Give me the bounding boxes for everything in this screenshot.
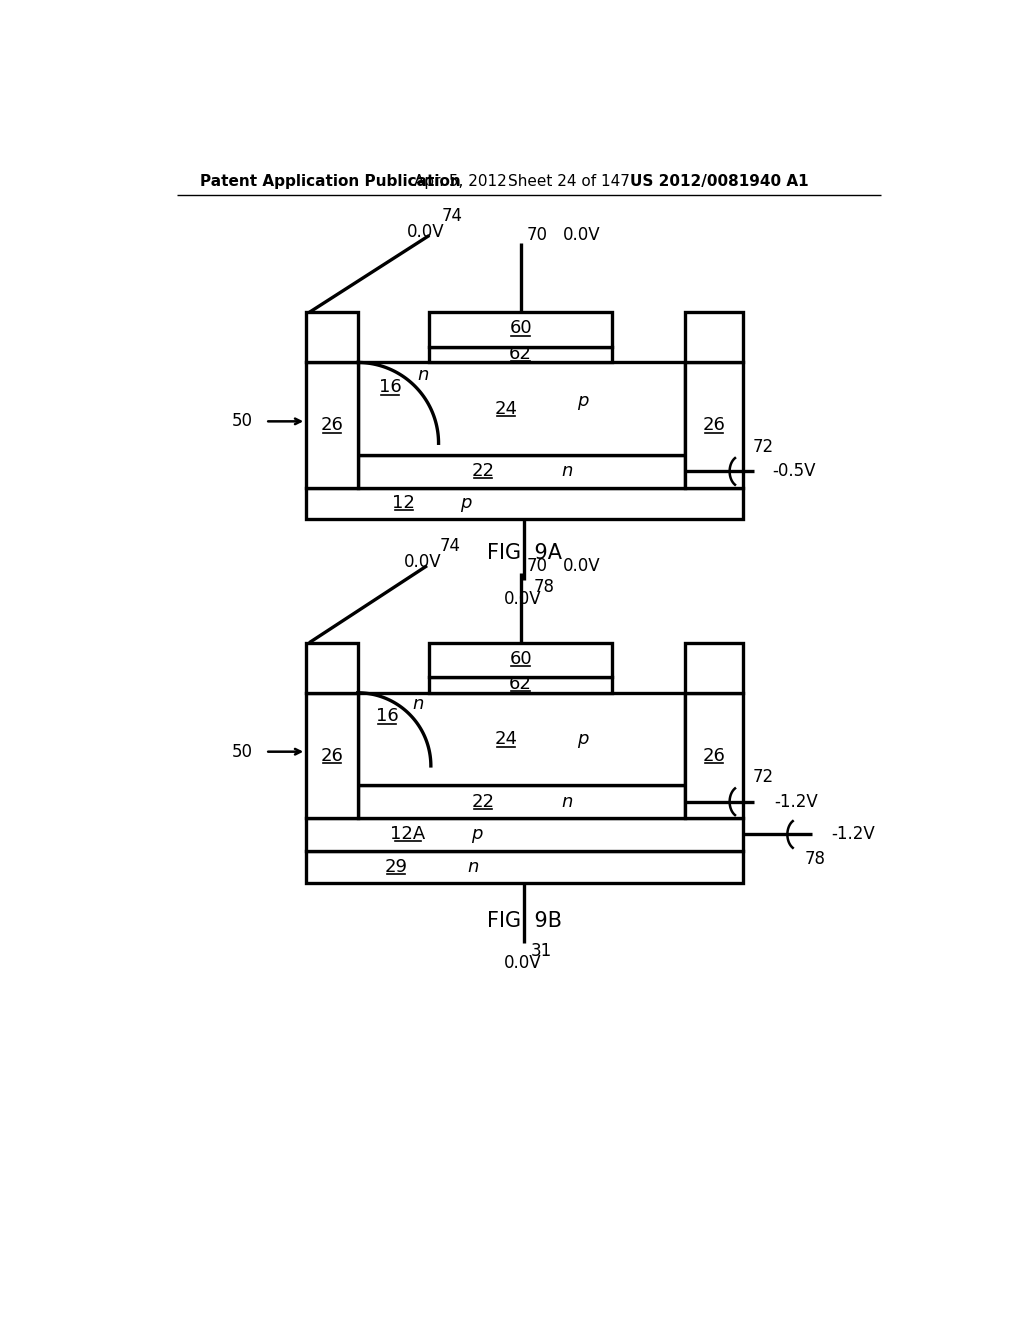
Text: US 2012/0081940 A1: US 2012/0081940 A1 — [630, 174, 808, 189]
Text: 72: 72 — [753, 438, 774, 455]
Text: p: p — [578, 730, 589, 748]
Text: 62: 62 — [509, 345, 532, 363]
Text: 16: 16 — [376, 708, 398, 725]
Text: 0.0V: 0.0V — [563, 557, 601, 574]
Text: -1.2V: -1.2V — [831, 825, 876, 843]
Text: n: n — [562, 793, 573, 810]
Text: FIG. 9B: FIG. 9B — [487, 911, 562, 931]
Text: -1.2V: -1.2V — [774, 793, 818, 810]
Bar — [357, 455, 685, 488]
Text: Apr. 5, 2012: Apr. 5, 2012 — [414, 174, 507, 189]
Text: 72: 72 — [753, 768, 774, 787]
Text: 78: 78 — [805, 850, 825, 869]
Bar — [429, 347, 611, 363]
Text: -0.5V: -0.5V — [772, 462, 816, 480]
Bar — [685, 313, 742, 363]
Text: 26: 26 — [702, 747, 725, 764]
Text: 70: 70 — [527, 227, 548, 244]
Text: 0.0V: 0.0V — [404, 553, 442, 570]
Bar — [306, 313, 357, 363]
Text: Sheet 24 of 147: Sheet 24 of 147 — [508, 174, 630, 189]
Text: 22: 22 — [471, 793, 495, 810]
Bar — [306, 363, 357, 488]
Text: p: p — [460, 495, 471, 512]
Bar — [685, 643, 742, 693]
Text: 26: 26 — [321, 416, 343, 434]
Bar — [306, 643, 357, 693]
Text: 0.0V: 0.0V — [504, 954, 542, 972]
Text: 62: 62 — [509, 676, 532, 693]
Text: 60: 60 — [509, 319, 531, 337]
Text: 0.0V: 0.0V — [504, 590, 542, 607]
Text: FIG. 9A: FIG. 9A — [487, 543, 562, 562]
Text: Patent Application Publication: Patent Application Publication — [200, 174, 461, 189]
Text: 29: 29 — [385, 858, 408, 875]
Bar — [429, 313, 611, 347]
Text: 60: 60 — [509, 649, 531, 668]
Bar — [685, 363, 742, 488]
Text: 12: 12 — [392, 495, 416, 512]
Bar — [306, 818, 742, 850]
Bar — [357, 785, 685, 818]
Text: n: n — [562, 462, 573, 480]
Bar — [357, 363, 685, 455]
Text: 78: 78 — [534, 578, 554, 595]
Bar — [357, 693, 685, 785]
Bar — [306, 850, 742, 883]
Text: 22: 22 — [471, 462, 495, 480]
Text: 31: 31 — [530, 941, 552, 960]
Text: 24: 24 — [495, 730, 517, 748]
Bar — [685, 693, 742, 818]
Text: 26: 26 — [702, 416, 725, 434]
Text: 12A: 12A — [390, 825, 425, 843]
Text: 26: 26 — [321, 747, 343, 764]
Text: n: n — [418, 366, 429, 384]
Bar — [306, 693, 357, 818]
Text: n: n — [468, 858, 479, 875]
Bar — [306, 488, 742, 519]
Text: 50: 50 — [231, 412, 253, 430]
Text: 0.0V: 0.0V — [407, 223, 444, 240]
Text: 16: 16 — [379, 378, 401, 396]
Bar — [429, 643, 611, 677]
Text: p: p — [471, 825, 482, 843]
Text: 70: 70 — [527, 557, 548, 574]
Text: 24: 24 — [495, 400, 517, 417]
Text: 74: 74 — [439, 537, 461, 556]
Text: 50: 50 — [231, 743, 253, 760]
Bar — [429, 677, 611, 693]
Text: n: n — [412, 694, 424, 713]
Text: 0.0V: 0.0V — [563, 227, 601, 244]
Text: 74: 74 — [442, 207, 463, 226]
Text: p: p — [578, 392, 589, 411]
